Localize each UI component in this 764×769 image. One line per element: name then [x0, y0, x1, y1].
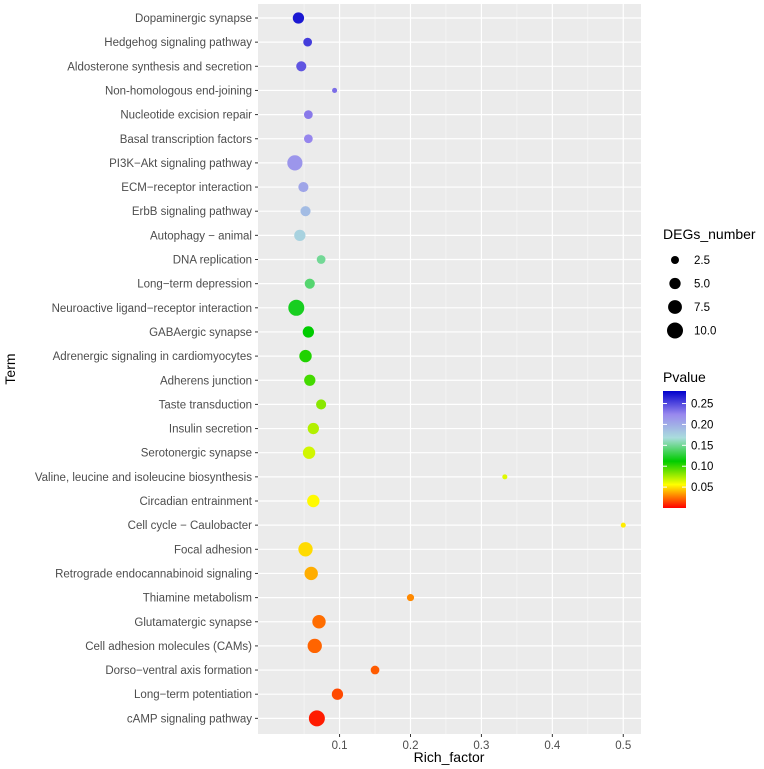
y-tick-label: Aldosterone synthesis and secretion [67, 61, 252, 73]
y-axis-title: Term [2, 353, 18, 384]
data-point [312, 615, 326, 629]
y-axis: Dopaminergic synapse Hedgehog signaling p… [35, 13, 258, 725]
size-legend-label: 10.0 [694, 326, 716, 338]
x-tick-label: 0.1 [332, 740, 348, 752]
y-tick-label: Focal adhesion [174, 544, 252, 556]
y-tick-label: Nucleotide excision repair [120, 110, 252, 122]
y-tick-label: Basal transcription factors [120, 134, 253, 146]
size-legend: DEGs_number 2.5 5.0 7.5 10.0 [663, 226, 756, 339]
colorbar-label: 0.05 [691, 482, 713, 494]
data-point [370, 665, 380, 675]
data-point [316, 399, 327, 410]
y-tick-label: PI3K−Akt signaling pathway [109, 158, 252, 170]
y-tick-label: Thiamine metabolism [143, 593, 252, 605]
size-legend-key [669, 277, 681, 290]
y-tick-label: Cell adhesion molecules (CAMs) [85, 641, 252, 653]
y-tick-label: Valine, leucine and isoleucine biosynthe… [35, 472, 252, 484]
y-tick-label: cAMP signaling pathway [127, 713, 252, 725]
data-point [502, 474, 508, 480]
data-point [332, 87, 338, 93]
data-point [300, 206, 311, 217]
x-tick-label: 0.5 [615, 740, 631, 752]
y-tick-label: Cell cycle − Caulobacter [128, 520, 252, 532]
data-point [304, 374, 316, 386]
y-tick-label: Circadian entrainment [139, 496, 252, 508]
colorbar-label: 0.20 [691, 419, 713, 431]
colorbar-label: 0.25 [691, 399, 713, 411]
x-tick-label: 0.4 [544, 740, 561, 752]
data-point [303, 37, 313, 47]
colorbar-label: 0.10 [691, 461, 713, 473]
data-point [288, 299, 305, 316]
data-point [298, 181, 309, 193]
y-tick-label: Hedgehog signaling pathway [104, 37, 252, 49]
y-tick-label: Adrenergic signaling in cardiomyocytes [53, 351, 253, 363]
data-point [299, 349, 312, 363]
panel-background [258, 4, 641, 734]
y-tick-label: Dorso−ventral axis formation [105, 665, 252, 677]
colorbar-label: 0.15 [691, 440, 713, 452]
data-point [303, 134, 313, 144]
data-point [302, 446, 316, 459]
color-legend-title: Pvalue [663, 369, 706, 385]
y-tick-label: ECM−receptor interaction [121, 182, 252, 194]
data-point [307, 494, 320, 508]
x-axis-title: Rich_factor [414, 749, 485, 765]
data-point [287, 155, 303, 171]
y-tick-label: Dopaminergic synapse [135, 13, 252, 25]
size-legend-label: 2.5 [694, 255, 710, 267]
data-point [304, 566, 318, 581]
y-tick-label: Taste transduction [159, 399, 252, 411]
data-point [308, 710, 325, 727]
y-tick-label: Autophagy − animal [150, 230, 252, 242]
points [287, 12, 626, 727]
size-legend-key [668, 300, 682, 314]
y-tick-label: Serotonergic synapse [141, 448, 252, 460]
x-axis: 0.1 0.2 0.3 0.4 0.5 [332, 734, 631, 752]
color-legend: Pvalue 0.25 0.20 0.15 0.10 0.05 [663, 369, 713, 508]
x-tick-label: 0.2 [402, 740, 418, 752]
data-point [292, 12, 305, 24]
y-tick-label: Long−term potentiation [134, 689, 252, 701]
data-point [304, 278, 315, 289]
data-point [406, 594, 415, 602]
y-tick-label: Neuroactive ligand−receptor interaction [52, 303, 252, 315]
data-point [296, 61, 307, 72]
data-point [331, 688, 344, 700]
data-point [294, 229, 306, 242]
data-point [620, 522, 626, 528]
y-tick-label: Long−term depression [137, 279, 252, 291]
y-tick-label: ErbB signaling pathway [132, 206, 252, 218]
size-legend-title: DEGs_number [663, 226, 756, 242]
size-legend-label: 7.5 [694, 302, 710, 314]
data-point [303, 110, 313, 119]
size-legend-key [671, 256, 679, 264]
data-point [298, 542, 313, 557]
y-tick-label: Non-homologous end-joining [105, 85, 252, 97]
x-tick-label: 0.3 [473, 740, 489, 752]
pvalue-colorbar [663, 391, 686, 508]
y-tick-label: GABAergic synapse [149, 327, 252, 339]
grid [258, 4, 641, 734]
data-point [316, 255, 326, 264]
size-legend-key [667, 322, 683, 339]
data-point [307, 638, 322, 654]
data-point [302, 326, 315, 338]
y-tick-label: Insulin secretion [169, 424, 252, 436]
y-tick-label: Glutamatergic synapse [134, 617, 252, 629]
size-legend-label: 5.0 [694, 279, 710, 291]
y-tick-label: DNA replication [173, 255, 252, 267]
data-point [307, 422, 319, 435]
y-tick-label: Adherens junction [160, 375, 252, 387]
y-tick-label: Retrograde endocannabinoid signaling [55, 568, 252, 580]
